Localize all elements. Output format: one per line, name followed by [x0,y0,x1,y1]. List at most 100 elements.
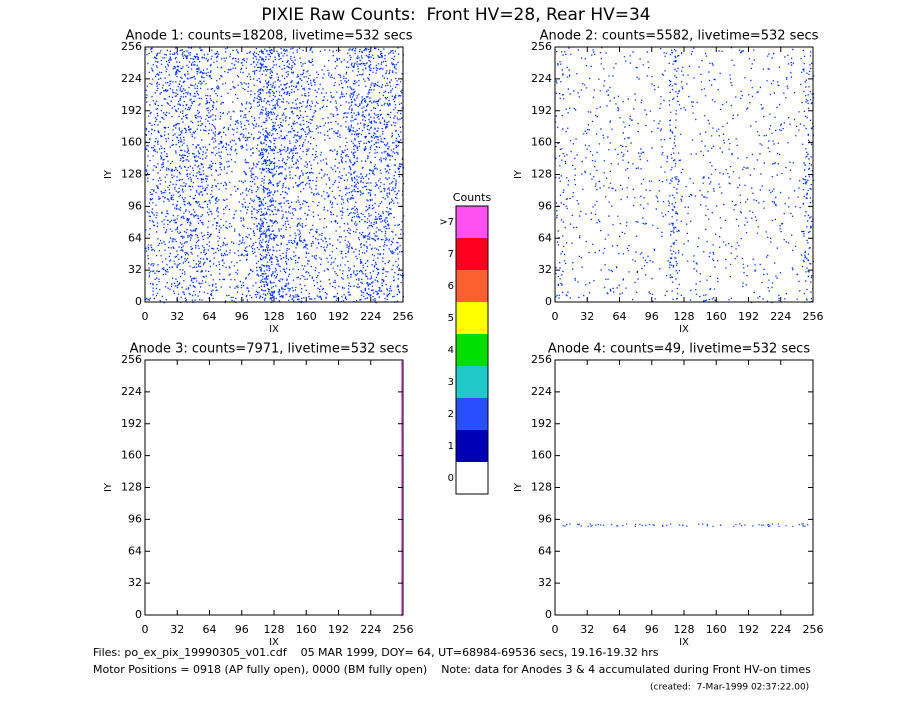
colorbar-swatch [456,302,488,334]
x-tick-label: 128 [674,310,695,323]
x-tick-label: 64 [613,623,627,636]
plot-area [555,360,813,615]
y-tick-label: 64 [538,231,552,244]
plot-area [145,360,403,615]
colorbar-label: 5 [448,313,454,324]
colorbar-label: 7 [448,249,454,260]
y-tick-label: 64 [128,544,142,557]
x-tick-label: 0 [142,310,149,323]
y-tick-label: 96 [128,199,142,212]
panel-title: Anode 1: counts=18208, livetime=532 secs [125,29,412,44]
x-tick-label: 256 [393,623,414,636]
y-tick-label: 160 [531,136,552,149]
plot-area [555,47,813,302]
colorbar-swatch [456,334,488,366]
x-tick-label: 96 [235,623,249,636]
x-tick-label: 224 [770,623,791,636]
x-tick-label: 0 [142,623,149,636]
y-tick-label: 224 [531,72,552,85]
colorbar-swatch [456,206,488,238]
x-tick-label: 192 [328,310,349,323]
colorbar-swatch [456,270,488,302]
x-tick-label: 224 [770,310,791,323]
y-tick-label: 224 [531,385,552,398]
colorbar-label: 3 [448,377,454,388]
x-tick-label: 96 [645,310,659,323]
panel-title: Anode 3: counts=7971, livetime=532 secs [130,342,409,357]
x-tick-label: 128 [674,623,695,636]
colorbar-swatch [456,398,488,430]
panel-title: Anode 4: counts=49, livetime=532 secs [548,342,810,357]
y-tick-label: 256 [121,40,142,53]
y-axis-label: IY [513,169,524,179]
note: (created: 7-Mar-1999 02:37:22.00) [650,683,809,693]
y-tick-label: 128 [121,481,142,494]
y-tick-label: 128 [121,168,142,181]
x-tick-label: 160 [706,623,727,636]
x-tick-label: 224 [360,310,381,323]
x-tick-label: 192 [738,310,759,323]
count-texture [145,47,405,304]
x-tick-label: 192 [328,623,349,636]
colorbar-title: Counts [453,191,492,204]
x-tick-label: 96 [645,623,659,636]
colorbar-label: 0 [448,473,454,484]
y-tick-label: 96 [538,512,552,525]
x-tick-label: 0 [552,310,559,323]
count-texture [562,523,809,527]
y-tick-label: 192 [121,104,142,117]
x-tick-label: 160 [706,310,727,323]
y-tick-label: 160 [531,449,552,462]
colorbar-swatch [456,462,488,494]
x-tick-label: 192 [738,623,759,636]
y-tick-label: 192 [531,104,552,117]
y-axis-label: IY [513,482,524,492]
y-tick-label: 256 [121,353,142,366]
y-tick-label: 160 [121,449,142,462]
x-tick-label: 64 [203,310,217,323]
colorbar-label: 1 [448,441,454,452]
y-tick-label: 160 [121,136,142,149]
x-tick-label: 160 [296,623,317,636]
x-tick-label: 32 [580,623,594,636]
colorbar-swatch [456,238,488,270]
y-tick-label: 128 [531,168,552,181]
x-axis-label: IX [269,324,279,335]
x-tick-label: 224 [360,623,381,636]
colorbar-frame [455,205,489,495]
colorbar-label: >7 [439,217,454,228]
x-tick-label: 160 [296,310,317,323]
page-title: PIXIE Raw Counts: Front HV=28, Rear HV=3… [261,5,650,25]
x-axis-label: IX [679,324,689,335]
y-tick-label: 96 [538,199,552,212]
y-tick-label: 96 [128,512,142,525]
y-tick-label: 32 [128,576,142,589]
y-tick-label: 32 [538,576,552,589]
y-tick-label: 128 [531,481,552,494]
y-tick-label: 224 [121,385,142,398]
y-tick-label: 0 [545,295,552,308]
x-tick-label: 256 [803,623,824,636]
y-tick-label: 192 [531,417,552,430]
colorbar-label: 6 [448,281,454,292]
y-tick-label: 64 [538,544,552,557]
x-tick-label: 32 [170,623,184,636]
x-tick-label: 64 [613,310,627,323]
x-tick-label: 0 [552,623,559,636]
y-tick-label: 192 [121,417,142,430]
y-axis-label: IY [103,169,114,179]
x-axis-label: IX [679,637,689,648]
x-axis-label: IX [269,637,279,648]
note: Motor Positions = 0918 (AP fully open), … [93,663,811,676]
x-tick-label: 96 [235,310,249,323]
panel-title: Anode 2: counts=5582, livetime=532 secs [540,29,819,44]
colorbar-label: 4 [448,345,454,356]
y-tick-label: 0 [135,608,142,621]
x-tick-label: 32 [170,310,184,323]
x-tick-label: 128 [264,310,285,323]
x-tick-label: 128 [264,623,285,636]
y-axis-label: IY [103,482,114,492]
x-tick-label: 32 [580,310,594,323]
count-texture [401,361,403,617]
y-tick-label: 0 [545,608,552,621]
